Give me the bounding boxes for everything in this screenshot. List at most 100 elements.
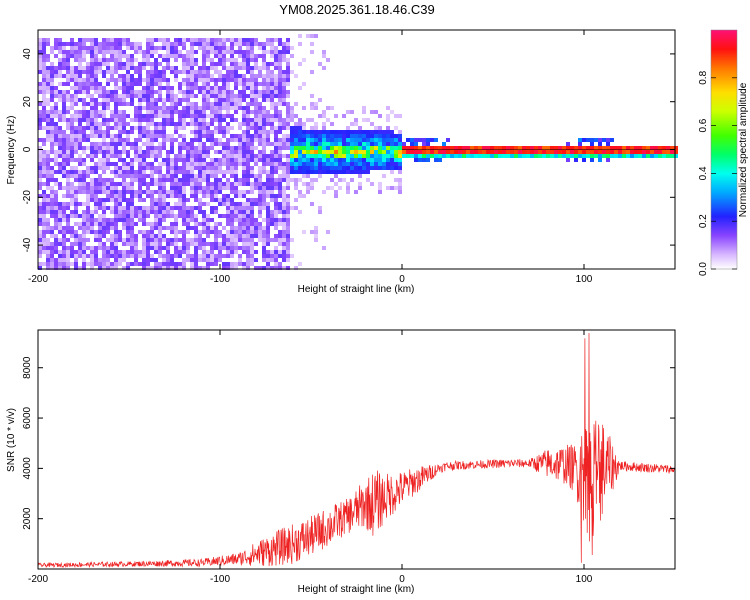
heatmap-cell (66, 78, 70, 82)
heatmap-cell (258, 198, 262, 202)
heatmap-cell (290, 206, 294, 210)
heatmap-cell (50, 210, 54, 214)
heatmap-cell (114, 50, 118, 54)
heatmap-cell (262, 66, 266, 70)
heatmap-cell (254, 138, 258, 142)
heatmap-cell (58, 218, 62, 222)
heatmap-cell (170, 86, 174, 90)
heatmap-cell (194, 38, 198, 42)
heatmap-cell (238, 46, 242, 50)
heatmap-cell (82, 238, 86, 242)
heatmap-cell (590, 158, 594, 162)
heatmap-cell (166, 202, 170, 206)
heatmap-cell (82, 190, 86, 194)
heatmap-cell (498, 150, 502, 154)
heatmap-cell (118, 98, 122, 102)
heatmap-cell (206, 230, 210, 234)
heatmap-cell (418, 150, 422, 154)
heatmap-cell (210, 166, 214, 170)
heatmap-cell (86, 74, 90, 78)
heatmap-cell (150, 178, 154, 182)
heatmap-cell (298, 126, 302, 130)
heatmap-cell (170, 54, 174, 58)
heatmap-cell (198, 186, 202, 190)
heatmap-cell (42, 202, 46, 206)
heatmap-cell (126, 250, 130, 254)
heatmap-cell (214, 178, 218, 182)
heatmap-cell (226, 150, 230, 154)
heatmap-cell (82, 262, 86, 266)
heatmap-cell (534, 154, 538, 158)
heatmap-cell (362, 138, 366, 142)
heatmap-cell (82, 230, 86, 234)
heatmap-cell (122, 174, 126, 178)
heatmap-cell (222, 242, 226, 246)
heatmap-cell (198, 266, 202, 270)
heatmap-cell (74, 250, 78, 254)
heatmap-cell (130, 190, 134, 194)
heatmap-cell (294, 266, 298, 270)
heatmap-cell (86, 226, 90, 230)
heatmap-cell (102, 150, 106, 154)
heatmap-cell (206, 194, 210, 198)
heatmap-cell (206, 74, 210, 78)
heatmap-cell (182, 174, 186, 178)
heatmap-cell (302, 194, 306, 198)
heatmap-cell (162, 46, 166, 50)
heatmap-cell (250, 138, 254, 142)
heatmap-cell (214, 158, 218, 162)
heatmap-cell (370, 182, 374, 186)
heatmap-cell (198, 74, 202, 78)
heatmap-cell (234, 242, 238, 246)
heatmap-cell (266, 74, 270, 78)
heatmap-cell (246, 238, 250, 242)
heatmap-cell (94, 246, 98, 250)
heatmap-cell (266, 38, 270, 42)
heatmap-cell (118, 134, 122, 138)
heatmap-cell (326, 118, 330, 122)
heatmap-cell (110, 138, 114, 142)
heatmap-cell (602, 146, 606, 150)
heatmap-cell (478, 146, 482, 150)
heatmap-cell (154, 126, 158, 130)
heatmap-cell (118, 126, 122, 130)
heatmap-cell (358, 170, 362, 174)
heatmap-cell (242, 266, 246, 270)
heatmap-cell (662, 146, 666, 150)
heatmap-cell (202, 266, 206, 270)
heatmap-cell (214, 238, 218, 242)
heatmap-cell (206, 82, 210, 86)
heatmap-cell (106, 222, 110, 226)
heatmap-cell (342, 134, 346, 138)
heatmap-cell (386, 142, 390, 146)
heatmap-cell (222, 194, 226, 198)
heatmap-cell (78, 238, 82, 242)
heatmap-cell (378, 162, 382, 166)
heatmap-cell (222, 202, 226, 206)
heatmap-cell (82, 130, 86, 134)
heatmap-cell (226, 58, 230, 62)
heatmap-cell (394, 186, 398, 190)
heatmap-cell (242, 150, 246, 154)
heatmap-cell (282, 210, 286, 214)
heatmap-cell (130, 46, 134, 50)
heatmap-cell (50, 230, 54, 234)
heatmap-cell (138, 94, 142, 98)
heatmap-cell (170, 258, 174, 262)
heatmap-cell (230, 38, 234, 42)
heatmap-cell (226, 170, 230, 174)
heatmap-cell (238, 162, 242, 166)
heatmap-cell (130, 78, 134, 82)
heatmap-cell (134, 262, 138, 266)
heatmap-cell (118, 66, 122, 70)
heatmap-cell (266, 118, 270, 122)
heatmap-cell (150, 234, 154, 238)
heatmap-cell (102, 258, 106, 262)
heatmap-cell (162, 126, 166, 130)
heatmap-cell (590, 154, 594, 158)
heatmap-cell (214, 110, 218, 114)
heatmap-cell (54, 38, 58, 42)
heatmap-cell (390, 134, 394, 138)
heatmap-cell (174, 46, 178, 50)
